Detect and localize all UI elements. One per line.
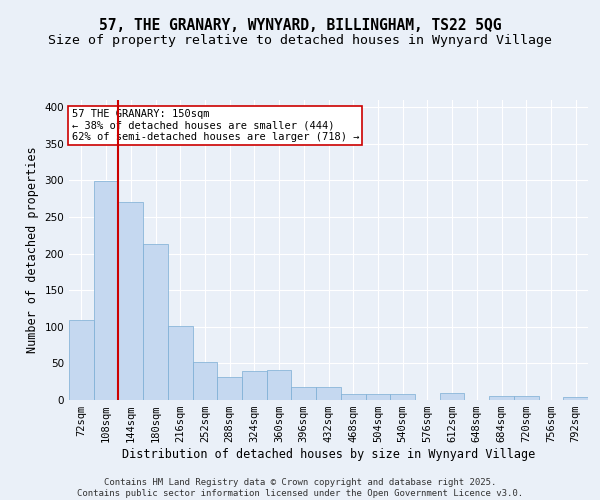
- Text: Contains HM Land Registry data © Crown copyright and database right 2025.
Contai: Contains HM Land Registry data © Crown c…: [77, 478, 523, 498]
- Bar: [267, 370, 292, 400]
- Bar: [94, 181, 118, 400]
- Text: 57, THE GRANARY, WYNYARD, BILLINGHAM, TS22 5QG: 57, THE GRANARY, WYNYARD, BILLINGHAM, TS…: [99, 18, 501, 32]
- Bar: [489, 396, 514, 400]
- Bar: [440, 392, 464, 400]
- Bar: [118, 202, 143, 400]
- Bar: [514, 396, 539, 400]
- X-axis label: Distribution of detached houses by size in Wynyard Village: Distribution of detached houses by size …: [122, 448, 535, 461]
- Y-axis label: Number of detached properties: Number of detached properties: [26, 146, 39, 354]
- Bar: [242, 370, 267, 400]
- Bar: [193, 362, 217, 400]
- Text: 57 THE GRANARY: 150sqm
← 38% of detached houses are smaller (444)
62% of semi-de: 57 THE GRANARY: 150sqm ← 38% of detached…: [71, 109, 359, 142]
- Bar: [316, 387, 341, 400]
- Bar: [390, 394, 415, 400]
- Bar: [168, 326, 193, 400]
- Bar: [365, 394, 390, 400]
- Bar: [143, 244, 168, 400]
- Bar: [563, 397, 588, 400]
- Text: Size of property relative to detached houses in Wynyard Village: Size of property relative to detached ho…: [48, 34, 552, 47]
- Bar: [341, 394, 365, 400]
- Bar: [217, 376, 242, 400]
- Bar: [292, 387, 316, 400]
- Bar: [69, 320, 94, 400]
